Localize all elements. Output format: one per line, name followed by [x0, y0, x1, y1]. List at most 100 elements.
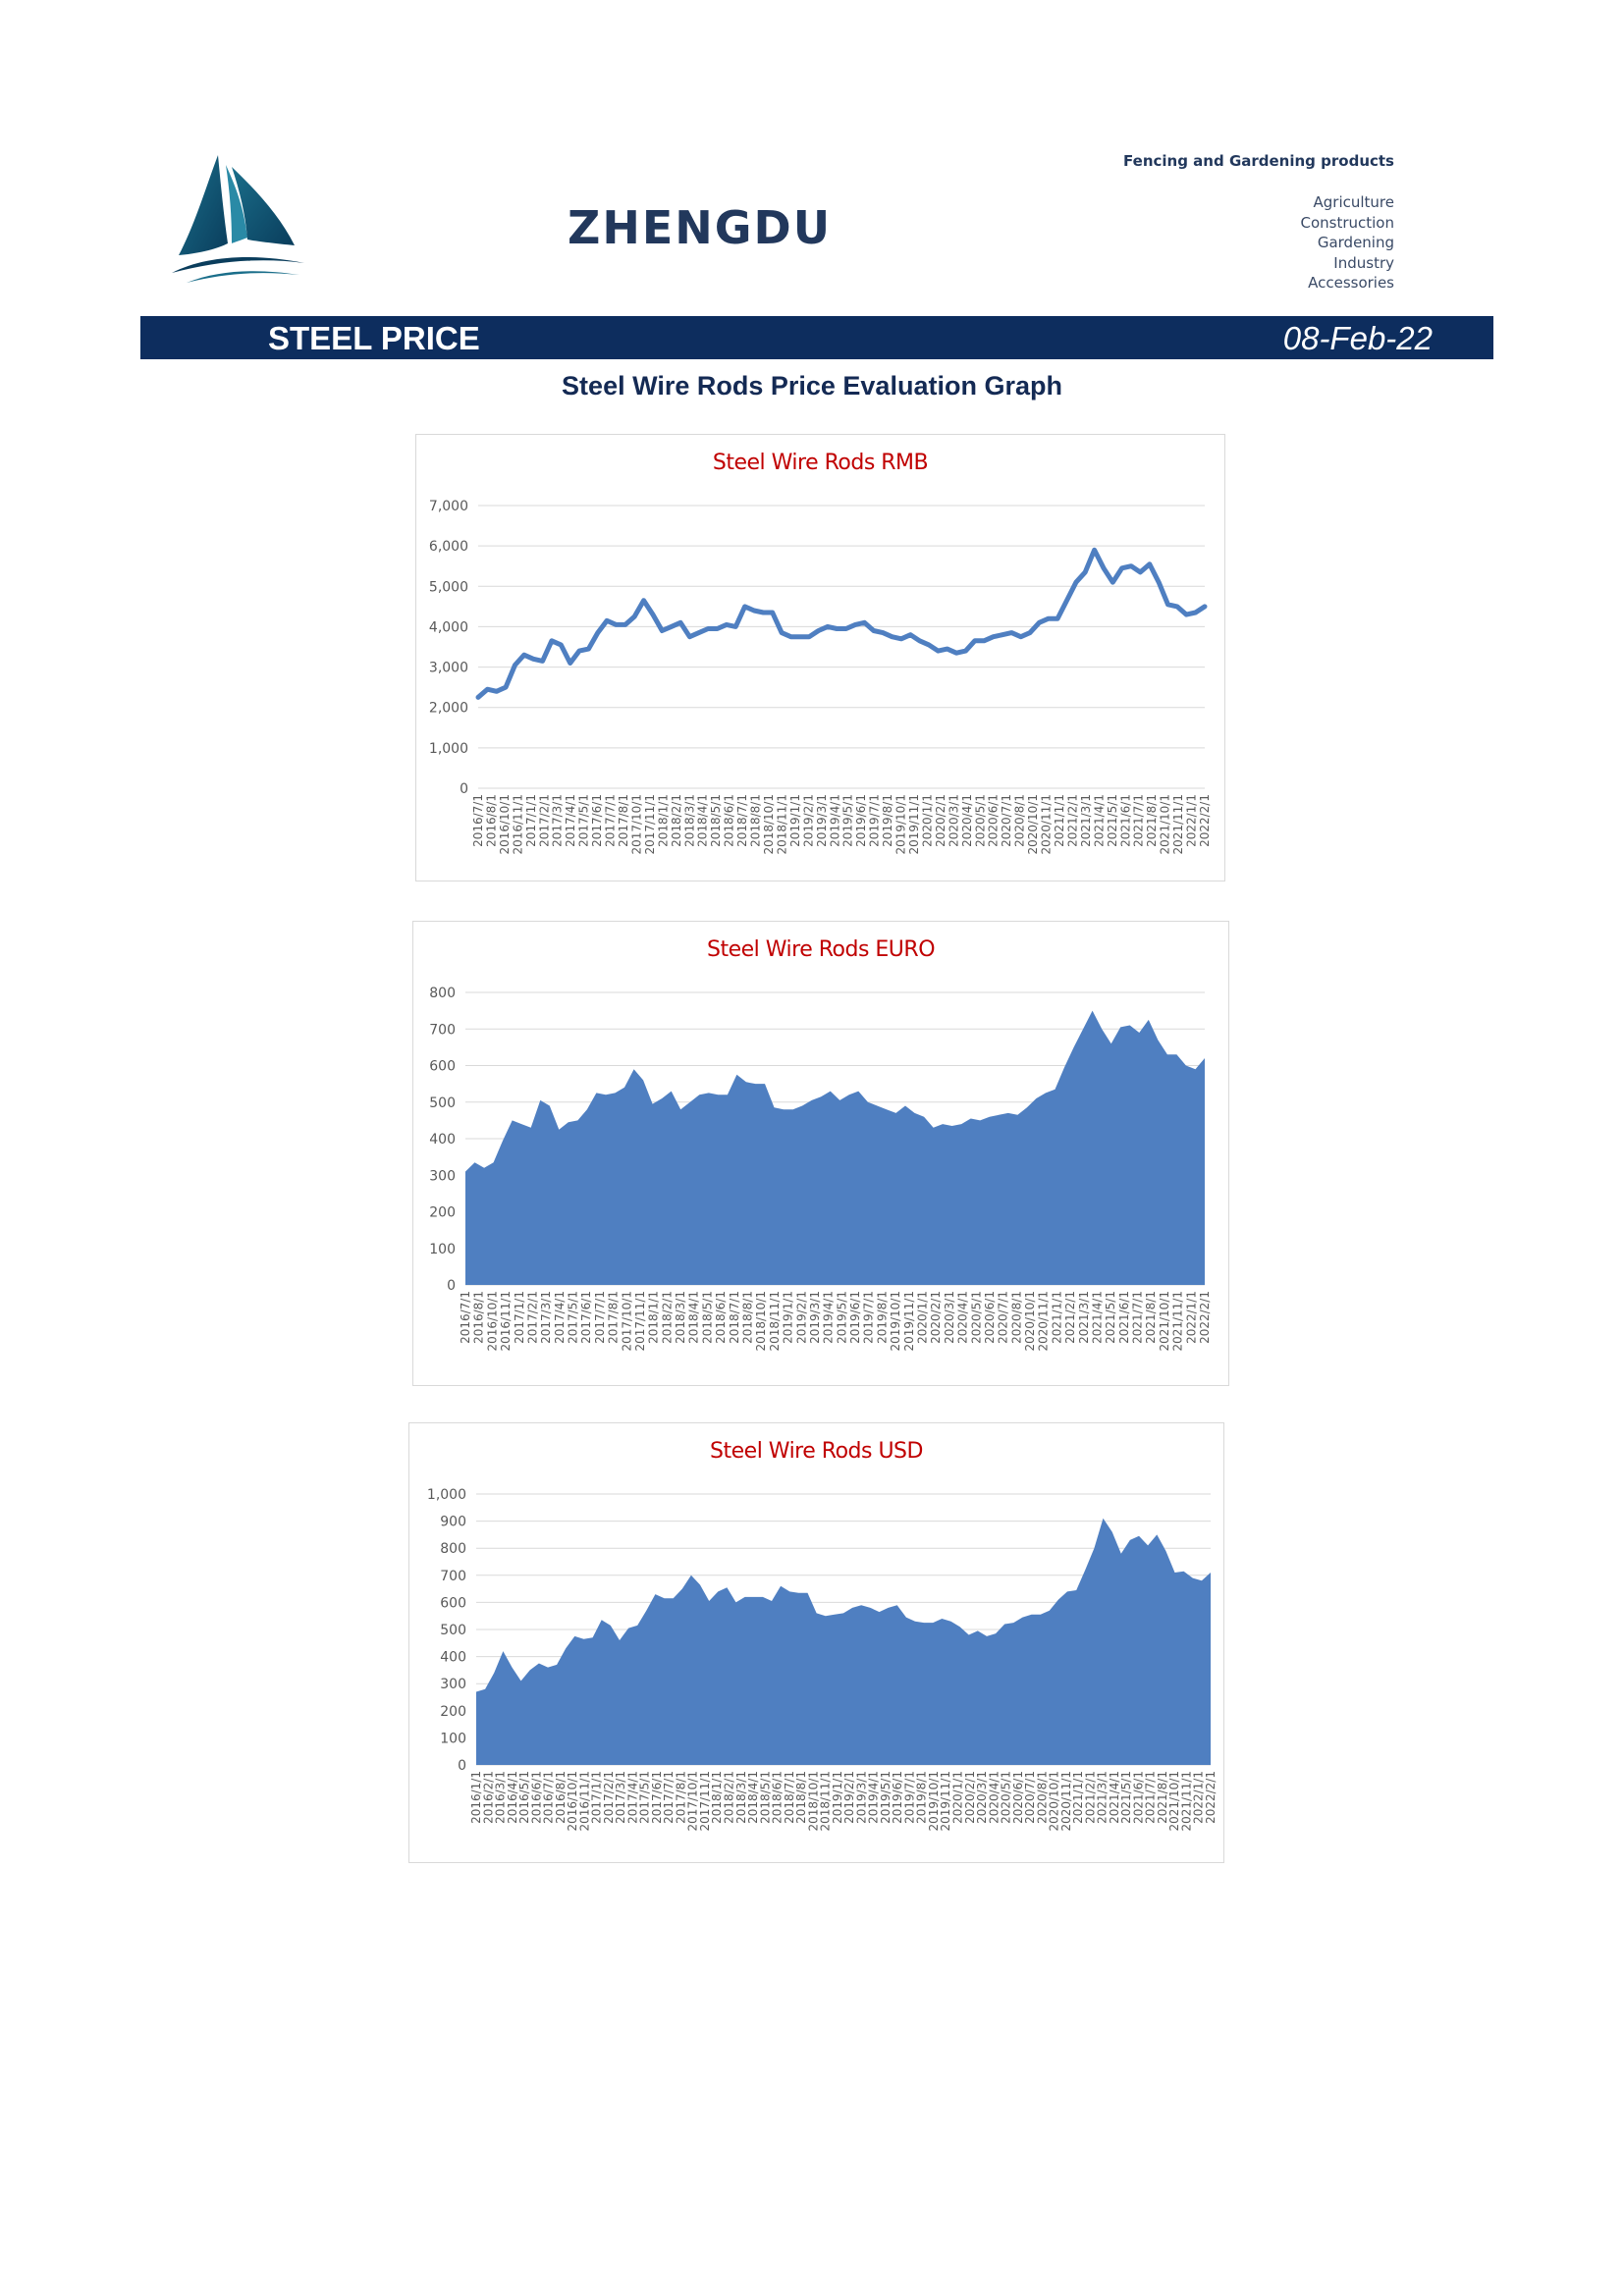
x-tick-label: 2021/1/1 — [1071, 1771, 1085, 1824]
x-tick-label: 2020/8/1 — [1013, 794, 1027, 847]
x-tick-label: 2017/1/1 — [524, 794, 538, 847]
y-tick-label: 600 — [440, 1595, 466, 1611]
series-area — [465, 1010, 1205, 1285]
x-tick-label: 2020/6/1 — [983, 1291, 997, 1344]
x-tick-label: 2019/4/1 — [867, 1771, 881, 1824]
x-tick-label: 2021/2/1 — [1083, 1771, 1097, 1824]
x-tick-label: 2019/2/1 — [794, 1291, 808, 1344]
category-item: Construction — [1300, 213, 1394, 232]
x-tick-label: 2021/5/1 — [1119, 1771, 1133, 1824]
x-tick-label: 2020/5/1 — [969, 1291, 983, 1344]
x-tick-label: 2017/2/1 — [537, 794, 551, 847]
x-tick-label: 2020/11/1 — [1040, 794, 1054, 855]
x-tick-label: 2019/4/1 — [828, 794, 841, 847]
y-tick-label: 100 — [429, 1242, 456, 1257]
x-tick-label: 2018/5/1 — [758, 1771, 772, 1824]
category-item: Gardening — [1317, 234, 1394, 251]
x-tick-label: 2016/8/1 — [472, 1291, 486, 1344]
x-tick-label: 2018/11/1 — [768, 1291, 782, 1352]
y-tick-label: 3,000 — [429, 661, 468, 676]
y-tick-label: 4,000 — [429, 619, 468, 635]
x-tick-label: 2019/7/1 — [868, 794, 882, 847]
x-tick-label: 2021/4/1 — [1092, 794, 1106, 847]
x-tick-label: 2021/8/1 — [1145, 794, 1159, 847]
y-tick-label: 7,000 — [429, 499, 468, 514]
x-tick-label: 2017/1/1 — [513, 1291, 526, 1344]
x-tick-label: 2016/6/1 — [529, 1771, 543, 1824]
x-tick-label: 2016/8/1 — [485, 794, 499, 847]
x-tick-label: 2020/1/1 — [951, 1771, 965, 1824]
y-tick-label: 200 — [429, 1205, 456, 1221]
x-tick-label: 2017/7/1 — [593, 1291, 607, 1344]
x-tick-label: 2018/8/1 — [794, 1771, 808, 1824]
x-tick-label: 2017/6/1 — [650, 1771, 664, 1824]
y-tick-label: 200 — [440, 1704, 466, 1720]
x-tick-label: 2018/1/1 — [710, 1771, 724, 1824]
y-tick-label: 100 — [440, 1731, 466, 1746]
y-tick-label: 400 — [440, 1650, 466, 1666]
x-tick-label: 2019/5/1 — [841, 794, 855, 847]
x-tick-label: 2017/6/1 — [579, 1291, 593, 1344]
x-tick-label: 2022/1/1 — [1184, 1291, 1198, 1344]
x-tick-label: 2019/8/1 — [875, 1291, 889, 1344]
x-tick-label: 2016/11/1 — [511, 794, 524, 855]
x-tick-label: 2019/1/1 — [831, 1771, 844, 1824]
x-tick-label: 2020/10/1 — [1048, 1771, 1061, 1832]
category-list: Agriculture Construction Gardening Indus… — [1300, 192, 1394, 294]
x-tick-label: 2020/4/1 — [956, 1291, 970, 1344]
x-tick-label: 2017/8/1 — [617, 794, 630, 847]
y-tick-label: 700 — [429, 1022, 456, 1038]
x-tick-label: 2021/11/1 — [1180, 1771, 1194, 1832]
y-tick-label: 500 — [429, 1095, 456, 1111]
y-tick-label: 300 — [429, 1168, 456, 1184]
x-tick-label: 2019/5/1 — [835, 1291, 848, 1344]
x-tick-label: 2020/2/1 — [929, 1291, 943, 1344]
x-tick-label: 2016/10/1 — [566, 1771, 579, 1832]
x-tick-label: 2017/10/1 — [620, 1291, 633, 1352]
x-tick-label: 2017/2/1 — [602, 1771, 616, 1824]
x-tick-label: 2021/10/1 — [1158, 1291, 1171, 1352]
x-tick-label: 2018/5/1 — [709, 794, 723, 847]
x-tick-label: 2021/10/1 — [1159, 794, 1172, 855]
x-tick-label: 2021/7/1 — [1132, 794, 1146, 847]
chart-title: Steel Wire Rods RMB — [712, 451, 929, 475]
x-tick-label: 2016/5/1 — [517, 1771, 531, 1824]
section-banner: STEEL PRICE 08-Feb-22 — [140, 316, 1493, 359]
x-tick-label: 2017/7/1 — [604, 794, 618, 847]
y-tick-label: 800 — [429, 986, 456, 1001]
x-tick-label: 2019/11/1 — [939, 1771, 952, 1832]
x-tick-label: 2021/1/1 — [1050, 1291, 1063, 1344]
x-tick-label: 2019/3/1 — [854, 1771, 868, 1824]
euro-chart: 0 100 200 300 400 500 600 700 800 2016/7/1 2016/8/… — [412, 921, 1229, 1386]
x-tick-label: 2018/10/1 — [754, 1291, 768, 1352]
x-tick-label: 2021/10/1 — [1167, 1771, 1181, 1832]
x-tick-label: 2021/5/1 — [1106, 794, 1119, 847]
x-tick-label: 2020/10/1 — [1026, 794, 1040, 855]
category-item: Industry — [1333, 253, 1394, 272]
x-tick-label: 2019/7/1 — [862, 1291, 876, 1344]
x-tick-label: 2022/1/1 — [1192, 1771, 1206, 1824]
x-tick-label: 2017/2/1 — [526, 1291, 540, 1344]
usd-chart: 0 100 200 300 400 500 600 700 800 900 1,000 2016/1/… — [408, 1422, 1224, 1863]
category-item: Agriculture — [1313, 193, 1395, 211]
x-tick-label: 2018/3/1 — [682, 794, 696, 847]
x-tick-label: 2020/6/1 — [987, 794, 1001, 847]
x-tick-label: 2021/8/1 — [1156, 1771, 1169, 1824]
x-tick-label: 2018/1/1 — [647, 1291, 661, 1344]
series-line — [475, 547, 1208, 700]
x-tick-label: 2017/11/1 — [633, 1291, 647, 1352]
x-tick-label: 2018/6/1 — [723, 794, 736, 847]
x-tick-label: 2021/6/1 — [1131, 1771, 1145, 1824]
x-tick-label: 2021/6/1 — [1118, 794, 1132, 847]
x-tick-label: 2017/3/1 — [551, 794, 565, 847]
x-tick-label: 2018/4/1 — [696, 794, 710, 847]
x-tick-label: 2021/4/1 — [1108, 1771, 1121, 1824]
x-tick-label: 2016/7/1 — [471, 794, 485, 847]
x-tick-label: 2017/10/1 — [630, 794, 644, 855]
x-tick-label: 2021/5/1 — [1104, 1291, 1117, 1344]
x-tick-label: 2016/7/1 — [459, 1291, 472, 1344]
x-tick-label: 2022/2/1 — [1204, 1771, 1218, 1824]
x-tick-label: 2018/1/1 — [656, 794, 670, 847]
x-tick-label: 2019/2/1 — [842, 1771, 856, 1824]
x-tick-label: 2020/3/1 — [975, 1771, 989, 1824]
